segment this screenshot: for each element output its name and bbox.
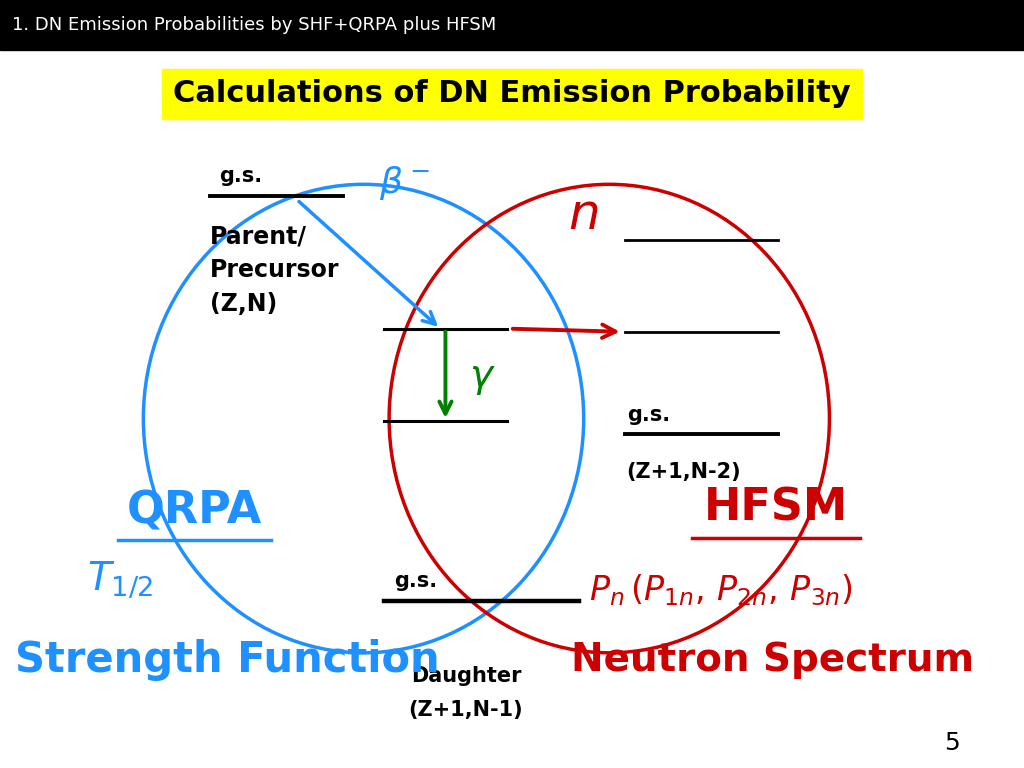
Text: $T_{1/2}$: $T_{1/2}$ bbox=[87, 560, 153, 600]
Text: Daughter: Daughter bbox=[411, 666, 521, 686]
Text: $P_n\,(P_{1n},\,P_{2n},\,P_{3n})$: $P_n\,(P_{1n},\,P_{2n},\,P_{3n})$ bbox=[589, 572, 853, 607]
Text: g.s.: g.s. bbox=[219, 166, 262, 186]
Text: g.s.: g.s. bbox=[394, 571, 437, 591]
Text: (Z,N): (Z,N) bbox=[210, 292, 278, 316]
Text: g.s.: g.s. bbox=[627, 405, 670, 425]
Text: 5: 5 bbox=[944, 731, 961, 756]
Text: (Z+1,N-1): (Z+1,N-1) bbox=[409, 700, 523, 720]
Text: $\beta^-$: $\beta^-$ bbox=[379, 164, 430, 202]
Text: Calculations of DN Emission Probability: Calculations of DN Emission Probability bbox=[173, 79, 851, 108]
Text: Parent/: Parent/ bbox=[210, 224, 307, 249]
Text: Neutron Spectrum: Neutron Spectrum bbox=[571, 641, 975, 680]
Text: Strength Function: Strength Function bbox=[15, 640, 440, 681]
Text: $\gamma$: $\gamma$ bbox=[469, 359, 496, 397]
Text: n: n bbox=[567, 191, 600, 239]
Text: Precursor: Precursor bbox=[210, 258, 339, 283]
Text: HFSM: HFSM bbox=[705, 487, 848, 530]
Text: QRPA: QRPA bbox=[127, 489, 262, 532]
FancyBboxPatch shape bbox=[0, 0, 1024, 50]
Text: 1. DN Emission Probabilities by SHF+QRPA plus HFSM: 1. DN Emission Probabilities by SHF+QRPA… bbox=[12, 15, 497, 34]
Text: (Z+1,N-2): (Z+1,N-2) bbox=[627, 462, 741, 482]
